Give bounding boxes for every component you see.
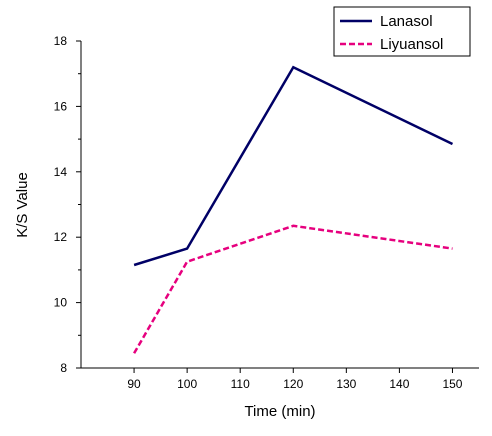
x-tick-label: 110: [231, 377, 250, 391]
x-tick-label: 90: [127, 377, 141, 391]
legend-label-liyuansol: Liyuansol: [380, 36, 443, 53]
series-line-liyuansol: [133, 224, 453, 354]
y-ticks: 8 10 12 14 16 18: [54, 34, 81, 375]
x-axis-title: Time (min): [244, 403, 315, 420]
legend-box: [333, 6, 471, 57]
y-tick-label: 14: [54, 165, 68, 179]
legend: Lanasol Liyuansol: [333, 6, 471, 57]
series-layer: [133, 65, 454, 354]
x-tick-label: 150: [442, 377, 462, 391]
y-axis-title: K/S Value: [14, 172, 31, 238]
y-tick-label: 10: [54, 296, 68, 310]
x-ticks: 90 100 110 120 130 140 150: [127, 368, 463, 391]
x-tick-label: 100: [177, 377, 197, 391]
y-tick-label: 16: [54, 99, 68, 113]
x-tick-label: 120: [283, 377, 303, 391]
x-tick-label: 130: [336, 377, 356, 391]
y-tick-label: 8: [60, 361, 67, 375]
y-tick-label: 12: [54, 230, 68, 244]
y-tick-label: 18: [54, 34, 68, 48]
legend-label-lanasol: Lanasol: [380, 13, 433, 30]
x-tick-label: 140: [389, 377, 409, 391]
series-line-lanasol: [133, 65, 454, 267]
